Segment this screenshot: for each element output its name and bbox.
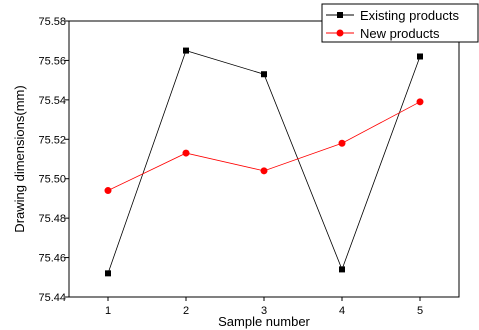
data-point-new-products [338, 139, 346, 147]
x-tick-label: 4 [339, 305, 345, 317]
legend-marker-existing [337, 12, 343, 18]
series-layer [104, 47, 424, 277]
y-tick-label: 75.52 [38, 134, 66, 146]
y-tick-label: 75.48 [38, 213, 66, 225]
data-point-new-products [182, 149, 190, 157]
x-tick-label: 3 [261, 305, 267, 317]
legend-label-existing: Existing products [360, 8, 459, 23]
legend-marker-new [336, 29, 344, 37]
plot-frame [68, 20, 460, 298]
data-point-new-products [416, 98, 424, 106]
y-tick-label: 75.46 [38, 253, 66, 265]
x-tick-label: 5 [417, 305, 423, 317]
data-point-new-products [260, 167, 268, 175]
data-point-existing-products [417, 53, 423, 60]
y-axis-title: Drawing dimensions(mm) [12, 85, 27, 232]
data-point-existing-products [183, 47, 189, 54]
series-line-new-products [107, 101, 421, 191]
series-line-existing-products [107, 50, 421, 274]
x-tick-label: 1 [105, 305, 111, 317]
x-axis-ticks: 1 2 3 4 5 [105, 297, 423, 317]
y-tick-label: 75.44 [38, 292, 66, 304]
x-axis-title: Sample number [218, 314, 310, 329]
legend: Existing products New products [321, 3, 479, 43]
legend-label-new: New products [360, 26, 440, 41]
y-tick-label: 75.58 [38, 16, 66, 28]
y-tick-label: 75.56 [38, 55, 66, 67]
data-point-existing-products [105, 270, 111, 277]
data-point-new-products [104, 187, 112, 195]
y-tick-label: 75.50 [38, 174, 66, 186]
y-tick-label: 75.54 [38, 95, 66, 107]
data-point-existing-products [261, 71, 267, 78]
legend-entry-existing: Existing products [326, 8, 459, 23]
legend-box [321, 3, 479, 43]
x-tick-label: 2 [183, 305, 189, 317]
data-point-existing-products [339, 266, 345, 273]
legend-entry-new: New products [326, 26, 440, 41]
y-axis-ticks: 75.44 75.46 75.48 75.50 75.52 75.54 75.56 75.58 [38, 16, 69, 304]
